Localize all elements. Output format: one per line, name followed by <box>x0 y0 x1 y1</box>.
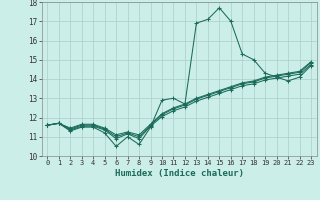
X-axis label: Humidex (Indice chaleur): Humidex (Indice chaleur) <box>115 169 244 178</box>
